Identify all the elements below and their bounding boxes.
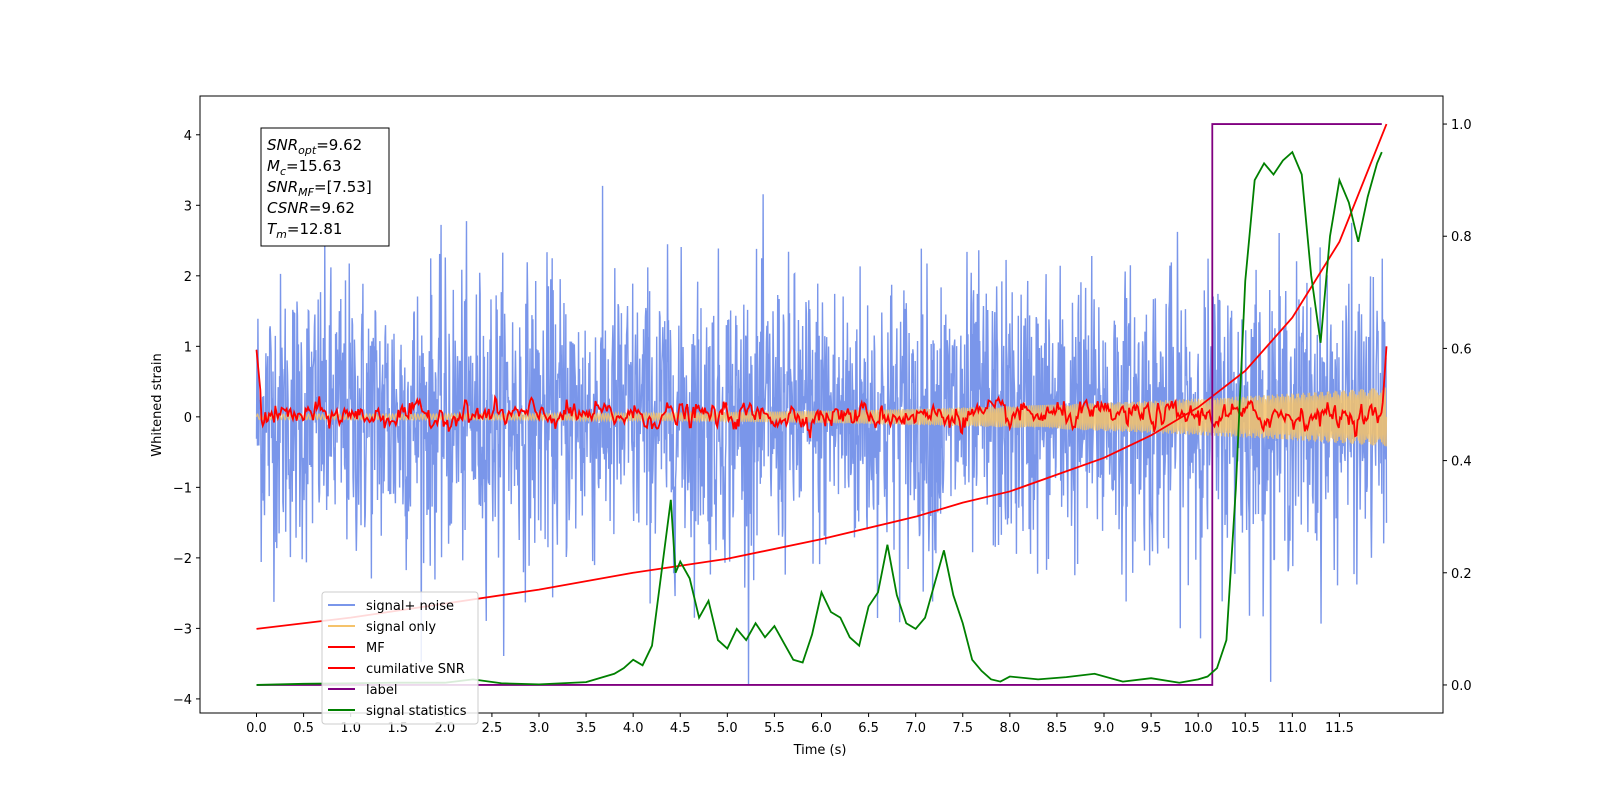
stats-line: Mc=15.63 [267, 157, 342, 178]
x-tick-label: 9.5 [1141, 721, 1162, 736]
legend-label: signal only [366, 620, 436, 635]
x-tick-label: 11.0 [1278, 721, 1307, 736]
x-tick-label: 1.5 [387, 721, 408, 736]
x-tick-label: 5.0 [717, 721, 738, 736]
stats-line: CSNR=9.62 [267, 199, 355, 217]
x-tick-label: 11.5 [1325, 721, 1354, 736]
x-tick-label: 8.0 [999, 721, 1020, 736]
y-left-tick-label: −2 [173, 552, 192, 567]
y-left-tick-label: −3 [173, 622, 192, 637]
y-right-tick-label: 0.4 [1451, 455, 1472, 470]
series-label-line [256, 123, 1382, 686]
x-tick-label: 0.5 [293, 721, 314, 736]
legend-label: label [366, 683, 397, 698]
stats-line: Tm=12.81 [267, 220, 342, 241]
stats-line: SNRMF=[7.53] [267, 178, 372, 199]
stats-box-frame [260, 127, 390, 247]
y-left-tick-label: 2 [184, 270, 192, 285]
x-tick-label: 10.5 [1231, 721, 1260, 736]
x-tick-label: 7.0 [905, 721, 926, 736]
series-signal-statistics-line [256, 150, 1383, 686]
y-right-tick-label: 0.0 [1451, 679, 1472, 694]
y-left-tick-label: 1 [184, 340, 192, 355]
legend-label: signal statistics [366, 704, 467, 719]
series-mf-line [255, 346, 1388, 439]
y-left-tick-label: 4 [184, 129, 192, 144]
x-tick-label: 0.0 [246, 721, 267, 736]
x-tick-label: 6.0 [811, 721, 832, 736]
legend-frame [321, 591, 479, 725]
x-tick-label: 2.0 [434, 721, 455, 736]
y-left-tick-label: 0 [184, 411, 192, 426]
x-tick-label: 4.5 [670, 721, 691, 736]
x-tick-label: 9.0 [1094, 721, 1115, 736]
y-right-tick-label: 0.8 [1451, 230, 1472, 245]
x-axis-label: Time (s) [793, 743, 847, 758]
legend-label: MF [366, 641, 385, 656]
legend-label: signal+ noise [366, 599, 454, 614]
y-right-tick-label: 1.0 [1451, 118, 1472, 133]
legend: signal+ noise signal only MF cumilative SNR… [321, 591, 479, 725]
y-axis-label: Whitened strain [150, 353, 165, 456]
x-tick-label: 2.5 [482, 721, 503, 736]
x-tick-label: 7.5 [952, 721, 973, 736]
series-cumilative-snr-line [256, 123, 1388, 630]
stats-annotation-box: SNRopt=9.62Mc=15.63SNRMF=[7.53]CSNR=9.62… [260, 127, 390, 247]
x-tick-label: 3.5 [576, 721, 597, 736]
x-tick-label: 10.0 [1184, 721, 1213, 736]
x-tick-label: 5.5 [764, 721, 785, 736]
series-signal-noise-line [255, 185, 1388, 685]
y-left-tick-label: −4 [173, 693, 192, 708]
legend-label: cumilative SNR [366, 662, 465, 677]
y-left-tick-label: −1 [173, 481, 192, 496]
stats-line: SNRopt=9.62 [267, 136, 362, 157]
x-tick-label: 6.5 [858, 721, 879, 736]
y-right-tick-label: 0.2 [1451, 567, 1472, 582]
x-tick-label: 4.0 [623, 721, 644, 736]
y-left-tick-label: 3 [184, 199, 192, 214]
y-right-tick-label: 0.6 [1451, 342, 1472, 357]
x-tick-label: 8.5 [1047, 721, 1068, 736]
x-tick-label: 1.0 [340, 721, 361, 736]
x-tick-label: 3.0 [529, 721, 550, 736]
